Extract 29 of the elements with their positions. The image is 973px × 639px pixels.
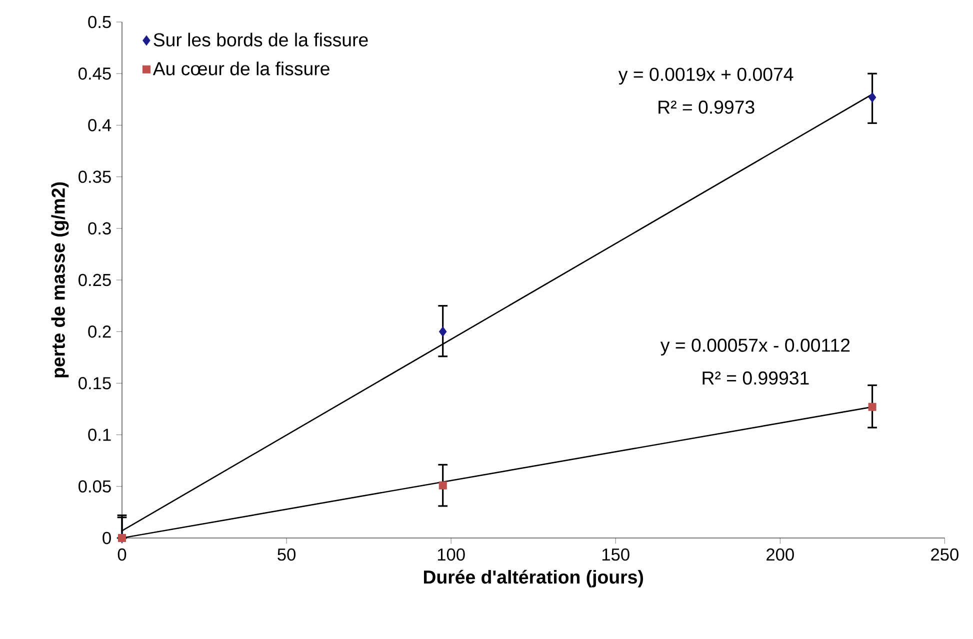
legend-label: Au cœur de la fissure [152, 62, 330, 76]
x-tick-label: 250 [931, 548, 958, 561]
point [438, 481, 447, 490]
y-tick-label: 0.2 [88, 325, 111, 338]
y-tick-label: 0.3 [88, 222, 111, 235]
x-tick-label: 50 [278, 548, 296, 561]
y-tick-label: 0.15 [78, 377, 111, 390]
point [868, 402, 876, 411]
y-tick-label: 0.5 [88, 16, 111, 28]
x-axis-title: Durée d'altération (jours) [424, 570, 644, 588]
annotation: y = 0.0019x + 0.0074 [618, 68, 794, 85]
y-tick-label: 0.45 [78, 67, 111, 80]
x-tick-label: 100 [438, 548, 465, 561]
legend-label: Sur les bords de la fissure [154, 32, 368, 46]
y-tick-label: 0.35 [78, 170, 111, 183]
point [868, 92, 876, 102]
annotation: y = 0.00057x - 0.00112 [660, 338, 850, 356]
annotation: R² = 0.99931 [702, 371, 809, 385]
y-tick-label: 0 [102, 532, 111, 544]
y-tick-label: 0.05 [78, 480, 111, 493]
y-tick-label: 0.4 [88, 119, 112, 132]
x-tick-label: 150 [602, 548, 630, 561]
y-tick-label: 0.25 [78, 274, 111, 286]
x-tick-label: 200 [766, 548, 794, 561]
annotation: R² = 0.9973 [658, 100, 754, 114]
point [438, 326, 447, 337]
x-tick-label: 0 [118, 548, 126, 561]
y-tick-label: 0.1 [88, 428, 111, 441]
y-axis-title: perte de masse (g/m2) [51, 182, 69, 378]
